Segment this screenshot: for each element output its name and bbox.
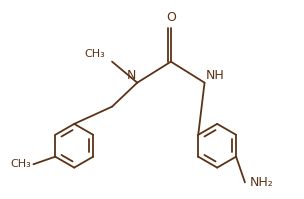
Text: NH: NH [206, 69, 224, 82]
Text: CH₃: CH₃ [84, 49, 105, 59]
Text: CH₃: CH₃ [11, 159, 31, 169]
Text: O: O [166, 11, 176, 24]
Text: NH₂: NH₂ [250, 176, 274, 189]
Text: N: N [127, 69, 136, 82]
